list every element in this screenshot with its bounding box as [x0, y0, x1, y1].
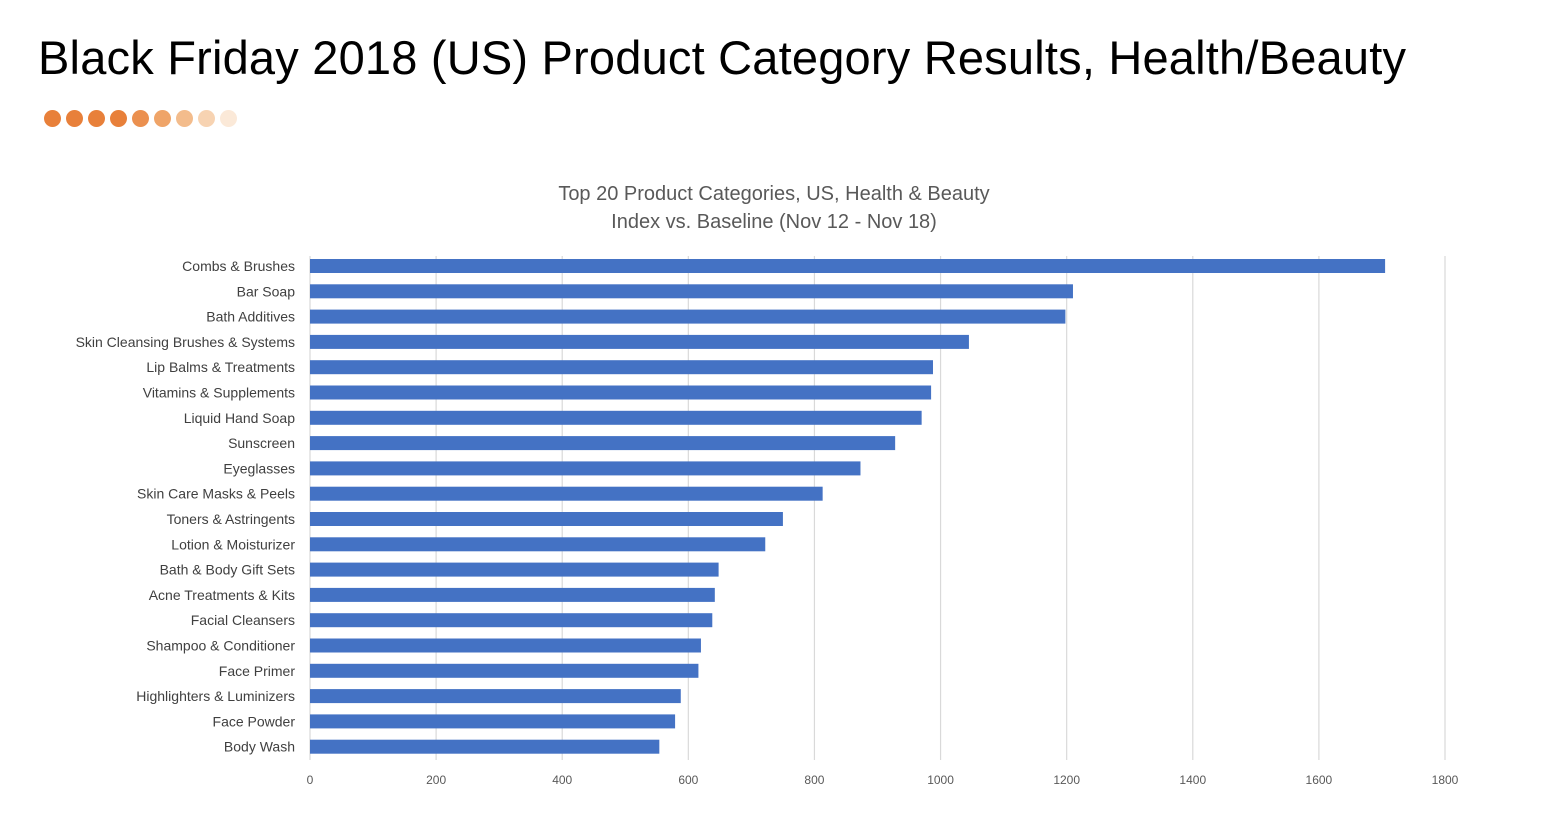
chart-subtitle: Index vs. Baseline (Nov 12 - Nov 18): [611, 211, 937, 233]
chart-title: Top 20 Product Categories, US, Health & …: [558, 183, 990, 205]
bar: [310, 259, 1386, 273]
decorative-dot: [66, 110, 83, 127]
bar: [310, 638, 701, 653]
x-tick-label: 1200: [1053, 773, 1080, 787]
category-label: Acne Treatments & Kits: [149, 587, 295, 603]
category-label: Lip Balms & Treatments: [146, 359, 295, 375]
bar: [310, 410, 922, 425]
x-tick-label: 1000: [927, 773, 954, 787]
bar: [310, 334, 969, 349]
x-tick-label: 1600: [1306, 773, 1333, 787]
bar: [310, 512, 783, 526]
category-label: Bath & Body Gift Sets: [160, 562, 295, 578]
category-label: Skin Cleansing Brushes & Systems: [76, 334, 295, 350]
decorative-dot: [88, 110, 105, 127]
category-label: Skin Care Masks & Peels: [137, 486, 295, 502]
bar: [310, 587, 715, 602]
decorative-dots: [44, 110, 237, 127]
bar: [310, 385, 932, 400]
bar: [310, 562, 719, 577]
category-label: Toners & Astringents: [167, 511, 295, 527]
category-label: Vitamins & Supplements: [143, 385, 295, 401]
chart-title-block: Top 20 Product Categories, US, Health & …: [0, 180, 1548, 236]
category-label: Body Wash: [224, 739, 295, 755]
category-label: Liquid Hand Soap: [184, 410, 296, 426]
category-label: Highlighters & Luminizers: [136, 688, 295, 704]
bar: [310, 537, 766, 552]
bar: [310, 436, 896, 451]
bar: [310, 461, 861, 476]
bar: [310, 309, 1066, 324]
bar: [310, 689, 681, 704]
decorative-dot: [132, 110, 149, 127]
bar: [310, 714, 676, 729]
bar: [310, 284, 1073, 299]
category-label: Face Powder: [213, 713, 296, 729]
bar: [310, 360, 933, 375]
decorative-dot: [220, 110, 237, 127]
category-label: Bath Additives: [206, 309, 295, 325]
slide-title: Black Friday 2018 (US) Product Category …: [38, 31, 1407, 84]
bar: [310, 739, 660, 754]
category-label: Facial Cleansers: [191, 612, 295, 628]
x-tick-label: 200: [426, 773, 446, 787]
bar: [310, 613, 713, 628]
bar: [310, 663, 699, 678]
category-label: Eyeglasses: [223, 460, 295, 476]
x-tick-label: 1400: [1179, 773, 1206, 787]
x-tick-label: 0: [307, 773, 314, 787]
x-tick-label: 400: [552, 773, 572, 787]
x-tick-label: 1800: [1432, 773, 1459, 787]
decorative-dot: [44, 110, 61, 127]
category-label: Face Primer: [219, 663, 296, 679]
category-label: Sunscreen: [228, 435, 295, 451]
decorative-dot: [110, 110, 127, 127]
x-tick-label: 600: [678, 773, 698, 787]
category-label: Lotion & Moisturizer: [171, 536, 295, 552]
bar: [310, 486, 823, 501]
category-label: Combs & Brushes: [182, 258, 295, 274]
category-label: Shampoo & Conditioner: [146, 638, 295, 654]
category-label: Bar Soap: [237, 283, 296, 299]
decorative-dot: [176, 110, 193, 127]
decorative-dot: [154, 110, 171, 127]
x-tick-label: 800: [804, 773, 824, 787]
decorative-dot: [198, 110, 215, 127]
